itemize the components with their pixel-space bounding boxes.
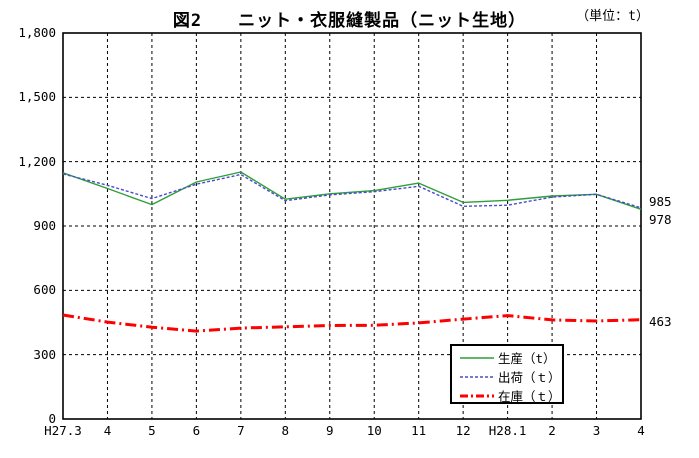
legend-item-shipment: 出荷（ｔ） (459, 367, 561, 386)
x-tick-label: 12 (455, 423, 471, 438)
x-tick-label: 9 (326, 423, 334, 438)
x-tick-label: 10 (366, 423, 382, 438)
series-line-1 (62, 173, 642, 209)
series-line-2 (62, 313, 642, 333)
y-tick-label: 1,200 (18, 153, 56, 169)
x-tick-label: H27.3 (44, 423, 82, 438)
legend-label-shipment: 出荷（ｔ） (498, 370, 561, 385)
x-tick-label: 4 (637, 423, 645, 438)
legend-label-inventory: 在庫（ｔ） (498, 389, 561, 404)
legend-line-inventory-icon (460, 394, 494, 397)
y-tick-label: 0 (48, 411, 56, 426)
legend-label-production: 生産（t） (498, 351, 556, 366)
y-tick-label: 300 (33, 346, 56, 362)
y-tick-label: 1,800 (18, 25, 56, 40)
legend-item-production: 生産（t） (459, 348, 558, 367)
x-tick-label: H28.1 (488, 423, 527, 438)
x-tick-label: 6 (192, 423, 201, 438)
end-value-inventory: 463 (649, 314, 672, 329)
x-tick-label: 2 (548, 423, 556, 438)
x-tick-label: 4 (103, 423, 112, 438)
x-tick-label: 5 (148, 423, 156, 438)
plot-border (62, 32, 642, 420)
legend-line-production-icon (460, 356, 494, 359)
x-tick-label: 11 (411, 423, 427, 438)
legend-item-inventory: 在庫（ｔ） (459, 386, 561, 405)
y-tick-label: 1,500 (18, 89, 56, 105)
x-tick-label: 3 (592, 423, 601, 438)
end-value-production: 978 (649, 212, 672, 227)
x-tick-label: 7 (237, 423, 245, 438)
legend-box: 生産（t） 出荷（ｔ） 在庫（ｔ） (450, 344, 564, 404)
unit-label: （単位：t） (576, 9, 649, 24)
x-tick-label: 8 (281, 423, 290, 438)
series-line-0 (62, 171, 642, 210)
end-value-shipment: 985 (649, 194, 672, 209)
legend-line-shipment-icon (460, 375, 494, 378)
y-tick-label: 900 (33, 218, 56, 233)
chart-title: 図2 ニット・衣服縫製品（ニット生地） (172, 11, 527, 31)
y-tick-label: 600 (33, 282, 56, 298)
